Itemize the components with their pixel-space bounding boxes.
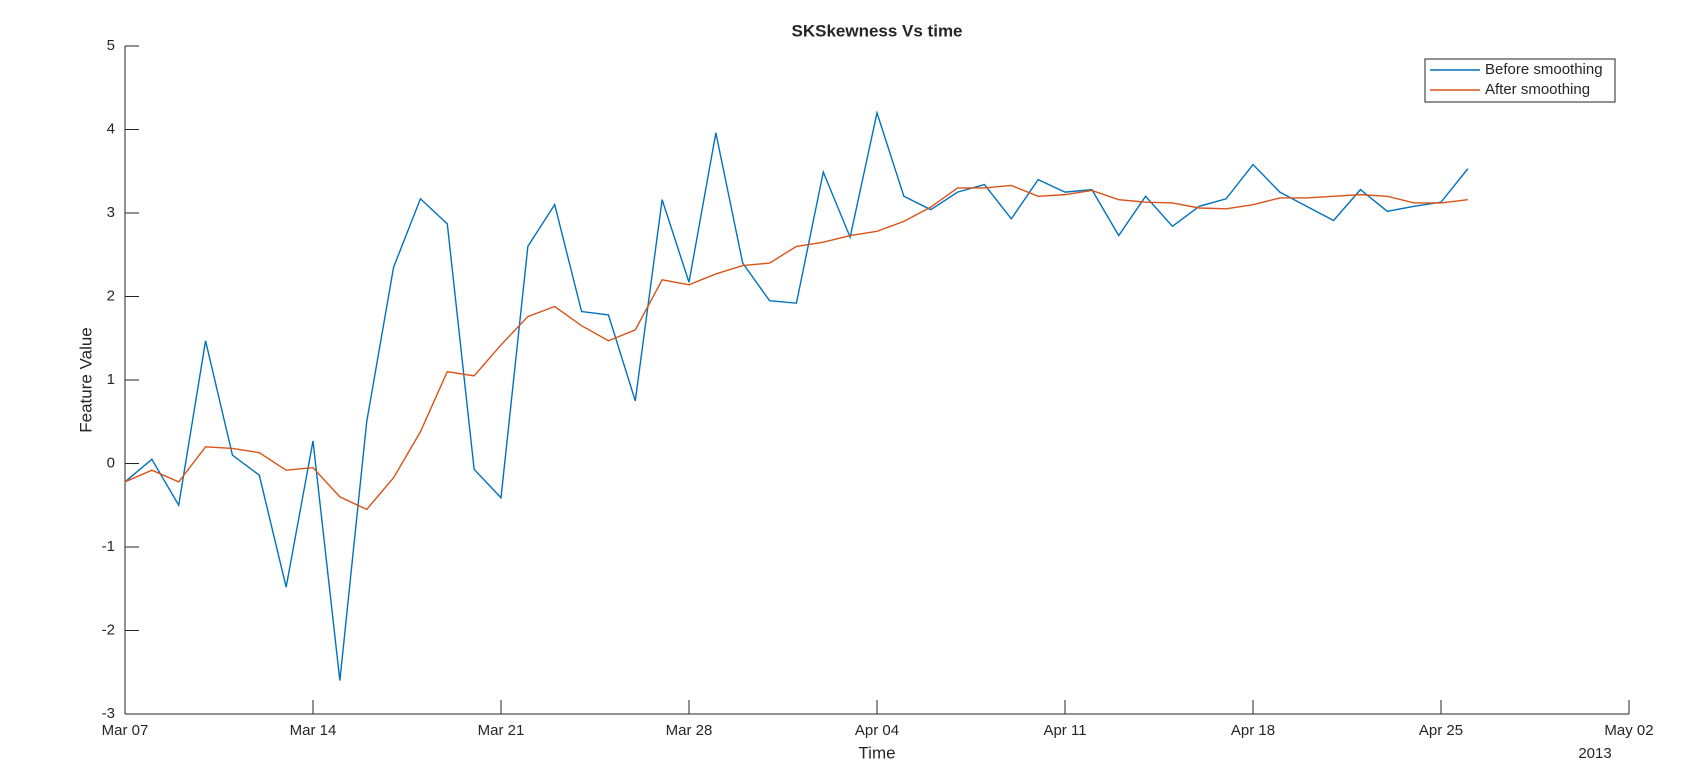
y-tick-label: 4	[107, 120, 115, 137]
y-tick-label: 2	[107, 287, 115, 304]
legend-label: Before smoothing	[1485, 61, 1603, 78]
x-tick-label: Apr 11	[1043, 722, 1086, 739]
legend-box	[1424, 58, 1616, 103]
x-tick-label: Mar 07	[102, 722, 149, 739]
x-tick-label: Apr 04	[855, 722, 899, 739]
y-tick-label: -1	[102, 538, 115, 555]
y-tick-label: -2	[102, 621, 115, 638]
x-tick-label: May 02	[1604, 722, 1653, 739]
x-tick-label: Mar 21	[478, 722, 525, 739]
x-tick-label: Mar 14	[290, 722, 337, 739]
legend-label: After smoothing	[1485, 81, 1590, 98]
y-tick-label: 0	[107, 454, 115, 471]
x-year-label: 2013	[1578, 745, 1611, 762]
data-line	[124, 110, 1469, 681]
y-tick-label: 3	[107, 204, 115, 221]
x-tick-label: Mar 28	[666, 722, 713, 739]
x-axis-label: Time	[858, 743, 895, 762]
y-axis-label: Feature Value	[76, 327, 95, 433]
y-tick-label: 1	[107, 371, 115, 388]
data-line	[124, 184, 1468, 511]
y-tick-label: -3	[102, 705, 115, 722]
x-tick-label: Apr 25	[1419, 722, 1463, 739]
chart-title: SKSkewness Vs time	[791, 21, 962, 40]
y-tick-label: 5	[107, 37, 115, 54]
x-tick-label: Apr 18	[1231, 722, 1275, 739]
